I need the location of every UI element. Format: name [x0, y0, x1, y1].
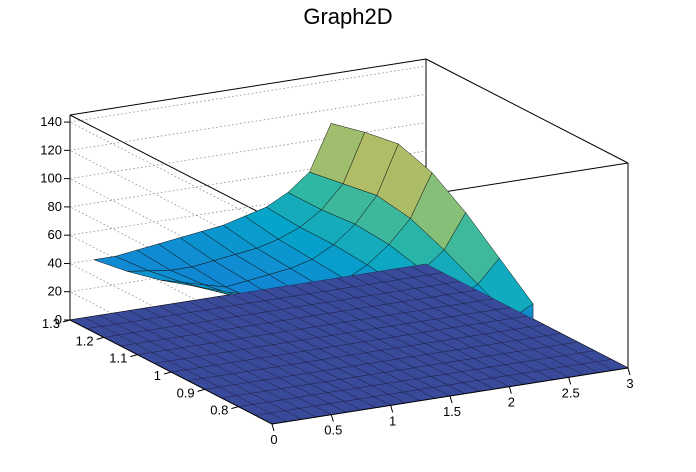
z-tick-label-4: 80	[48, 199, 62, 214]
grid-line-left-6	[69, 149, 273, 255]
z-tick-label-3: 60	[48, 227, 62, 242]
x-tick-mark-5	[568, 377, 572, 385]
y-tick-mark-2	[163, 371, 172, 375]
frame-top-left-edge	[69, 114, 273, 220]
grid-line-left-1	[69, 291, 273, 397]
x-tick-mark-6	[627, 367, 631, 376]
frame-bottom-left-edge	[69, 319, 273, 425]
x-tick-label-2: 1	[389, 413, 396, 428]
floor-mesh	[69, 263, 629, 425]
y-tick-mark-3	[130, 354, 138, 358]
y-tick-label-4: 1.2	[76, 333, 94, 348]
x-tick-label-5: 2.5	[562, 385, 580, 400]
z-tick-label-6: 120	[40, 142, 62, 157]
floor-cell	[410, 263, 444, 276]
x-tick-mark-1	[330, 414, 334, 422]
grid-line-left-2	[69, 263, 273, 368]
y-tick-label-5: 1.3	[42, 316, 60, 331]
y-tick-mark-5	[62, 319, 71, 323]
frame-top-right-edge	[425, 58, 629, 164]
grid-line-left-5	[69, 178, 273, 283]
x-tick-mark-3	[449, 395, 453, 404]
axis-ticks: 0 20 40 60 80 100 120 140 0 0.5 1 1.5 2 2.5 3 0.8 0.9 1 1.…	[40, 114, 633, 447]
z-tick-label-5: 100	[40, 171, 62, 186]
x-tick-label-1: 0.5	[324, 423, 342, 438]
z-tick-label-1: 20	[48, 284, 62, 299]
frame-bottom-front-edge	[271, 367, 629, 425]
x-tick-mark-4	[508, 386, 512, 394]
chart-title: Graph2D	[303, 4, 393, 29]
grid-line-back-7	[69, 65, 427, 123]
y-tick-mark-0	[231, 406, 239, 410]
y-tick-mark-1	[197, 388, 205, 392]
x-tick-mark-0	[271, 423, 275, 432]
x-tick-label-6: 3	[626, 376, 633, 391]
z-tick-label-2: 40	[48, 255, 62, 270]
z-tick-label-7: 140	[40, 114, 62, 129]
grid-line-back-6	[69, 93, 427, 151]
frame-top-back-edge	[69, 58, 427, 116]
y-tick-label-1: 0.9	[177, 385, 195, 400]
x-tick-mark-2	[390, 405, 394, 413]
y-tick-label-0: 0.8	[210, 403, 228, 418]
y-tick-label-2: 1	[154, 368, 161, 383]
y-tick-label-3: 1.1	[109, 351, 127, 366]
grid-line-left-4	[69, 206, 273, 312]
grid-line-back-5	[69, 122, 427, 180]
grid-line-left-3	[69, 234, 273, 340]
z-tick-label-0: 0	[55, 312, 62, 327]
x-tick-label-0: 0	[270, 432, 277, 447]
x-tick-label-3: 1.5	[443, 404, 461, 419]
x-tick-label-4: 2	[508, 395, 515, 410]
y-tick-mark-4	[96, 336, 104, 340]
grid-line-left-7	[69, 121, 273, 227]
